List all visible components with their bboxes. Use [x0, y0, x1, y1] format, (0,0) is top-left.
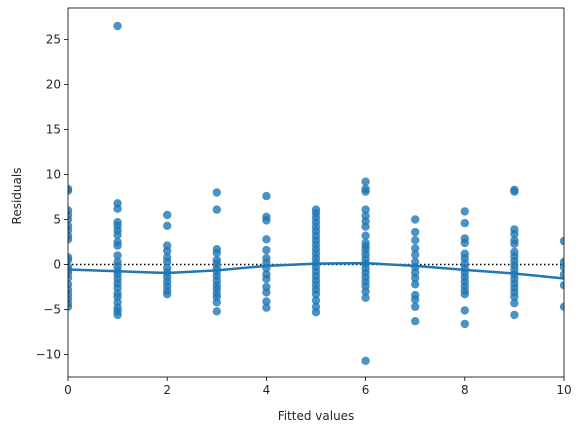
scatter-point	[411, 317, 420, 326]
scatter-point	[68, 273, 73, 283]
scatter-point	[113, 241, 122, 250]
scatter-point	[68, 255, 73, 265]
y-axis-ticks: −10 −5 0 5 10 15 20 25	[36, 33, 68, 362]
x-tick-label: 2	[163, 383, 171, 397]
scatter-point	[68, 302, 73, 311]
scatter-point	[460, 218, 469, 228]
scatter-point	[460, 319, 469, 329]
x-axis-ticks: 0 2 4 6 8 10	[64, 377, 572, 397]
scatter-point	[163, 221, 172, 230]
scatter-point	[559, 263, 564, 272]
scatter-point	[411, 215, 420, 224]
scatter-point	[510, 239, 519, 248]
y-tick-label: 10	[46, 168, 61, 182]
scatter-point	[361, 205, 370, 214]
scatter-point	[559, 302, 564, 311]
scatter-point	[559, 236, 564, 246]
scatter-point	[361, 356, 370, 365]
scatter-point	[212, 248, 221, 257]
scatter-point	[510, 299, 519, 308]
scatter-point	[311, 296, 321, 305]
scatter-point	[510, 310, 519, 320]
x-tick-label: 6	[362, 383, 370, 397]
x-tick-label: 10	[556, 383, 571, 397]
scatter-point	[510, 229, 519, 239]
y-axis-label: Residuals	[10, 168, 24, 225]
y-tick-label: 15	[46, 123, 61, 137]
x-tick-label: 8	[461, 383, 469, 397]
scatter-point	[212, 188, 221, 197]
scatter-point	[212, 307, 221, 316]
scatter-point	[113, 21, 122, 31]
scatter-point	[411, 250, 420, 259]
scatter-point	[361, 187, 370, 196]
scatter-point	[212, 205, 221, 214]
scatter-point	[163, 210, 172, 220]
scatter-point	[262, 303, 271, 312]
scatter-point	[460, 207, 469, 216]
scatter-point	[361, 177, 370, 186]
y-tick-label: −5	[43, 303, 61, 317]
y-tick-label: 5	[53, 213, 61, 227]
scatter-point	[212, 298, 221, 307]
scatter-point	[113, 310, 122, 320]
scatter-point	[262, 216, 271, 225]
scatter-point	[262, 245, 271, 255]
scatter-point	[411, 273, 420, 283]
scatter-point	[311, 290, 321, 299]
smooth-line	[68, 261, 564, 280]
axes-frame	[67, 7, 565, 378]
y-tick-label: −10	[36, 348, 61, 362]
scatter-point	[262, 191, 271, 201]
scatter-point	[460, 290, 469, 299]
plot-content	[68, 21, 564, 365]
scatter-point	[262, 288, 271, 297]
scatter-point	[68, 215, 73, 224]
scatter-point	[68, 186, 73, 195]
scatter-point	[411, 295, 420, 304]
scatter-point	[113, 251, 122, 260]
scatter-point	[460, 306, 469, 315]
scatter-point	[68, 235, 73, 244]
x-tick-label: 4	[263, 383, 271, 397]
scatter-point	[361, 293, 370, 302]
scatter-point	[510, 292, 519, 302]
y-tick-label: 25	[46, 33, 61, 47]
scatter-point	[411, 227, 420, 237]
y-tick-label: 0	[53, 258, 61, 272]
scatter-point	[510, 187, 519, 196]
scatter-point	[411, 302, 420, 311]
scatter-point	[311, 308, 321, 317]
scatter-point	[411, 236, 420, 245]
scatter-point	[113, 230, 122, 239]
scatter-point	[411, 280, 420, 289]
plot-area	[67, 7, 565, 378]
scatter-point	[262, 235, 271, 244]
scatter-point	[559, 270, 564, 279]
scatter-point	[163, 290, 172, 299]
x-axis-label: Fitted values	[278, 409, 355, 423]
scatter-point	[361, 231, 370, 240]
scatter-point	[262, 274, 271, 284]
scatter-point	[262, 297, 271, 306]
scatter-point	[361, 222, 370, 231]
scatter-point	[163, 246, 172, 256]
scatter-point	[113, 204, 122, 213]
scatter-point	[411, 244, 420, 253]
scatter-point	[559, 281, 564, 290]
x-tick-label: 0	[64, 383, 72, 397]
scatter-point	[361, 287, 370, 296]
y-tick-label: 20	[46, 78, 61, 92]
scatter-point	[163, 257, 172, 266]
scatter-point	[460, 238, 469, 248]
